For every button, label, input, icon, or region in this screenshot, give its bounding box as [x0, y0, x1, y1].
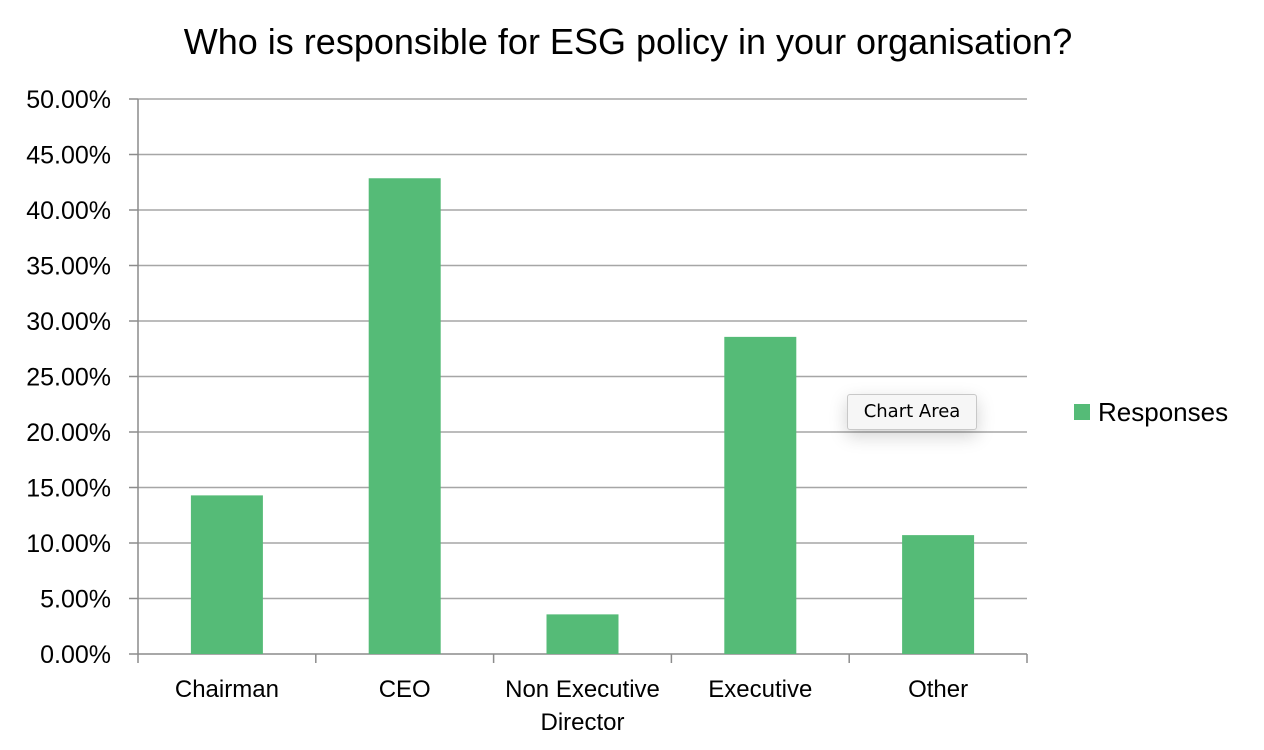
- x-category-label-line: CEO: [379, 676, 431, 703]
- x-category-label: Non Executive Director: [505, 676, 660, 736]
- y-tick-label: 10.00%: [26, 530, 111, 558]
- x-category-label-line: Chairman: [175, 676, 279, 703]
- x-axis-category-labels: Chairman CEO Non Executive Director Executiv…: [175, 676, 968, 736]
- x-category-label-line: Executive: [708, 676, 812, 703]
- legend[interactable]: Responses: [1074, 397, 1228, 427]
- gridlines: [138, 98, 1027, 600]
- chart-title: Who is responsible for ESG policy in you…: [184, 21, 1072, 62]
- y-tick-label: 50.00%: [26, 86, 111, 114]
- y-tick-label: 45.00%: [26, 142, 111, 170]
- x-category-label: Other: [908, 676, 968, 703]
- y-tick-label: 15.00%: [26, 475, 111, 503]
- y-tick-label: 25.00%: [26, 364, 111, 392]
- x-category-label: Executive: [708, 676, 812, 703]
- legend-swatch: [1074, 404, 1090, 420]
- axes: [129, 98, 1028, 663]
- y-tick-label: 0.00%: [40, 641, 111, 669]
- bars: [190, 178, 975, 654]
- x-category-label-line: Non Executive: [505, 676, 660, 703]
- y-tick-label: 5.00%: [40, 586, 111, 614]
- bar-executive[interactable]: [724, 336, 797, 654]
- x-category-label-line: Director: [540, 709, 624, 736]
- y-axis-tick-labels: 0.00% 5.00% 10.00% 15.00% 20.00% 25.00% 30.00%…: [26, 86, 111, 669]
- bar-other[interactable]: [902, 535, 975, 654]
- bar-ceo[interactable]: [368, 178, 441, 654]
- bar-non-executive-director[interactable]: [546, 614, 619, 654]
- y-tick-label: 35.00%: [26, 253, 111, 281]
- y-tick-label: 20.00%: [26, 419, 111, 447]
- chart-area-tooltip: Chart Area: [847, 394, 977, 430]
- x-category-label: CEO: [379, 676, 431, 703]
- legend-label: Responses: [1098, 397, 1228, 427]
- x-category-label-line: Other: [908, 676, 968, 703]
- y-tick-label: 40.00%: [26, 197, 111, 225]
- y-tick-label: 30.00%: [26, 308, 111, 336]
- x-category-label: Chairman: [175, 676, 279, 703]
- bar-chairman[interactable]: [190, 495, 263, 654]
